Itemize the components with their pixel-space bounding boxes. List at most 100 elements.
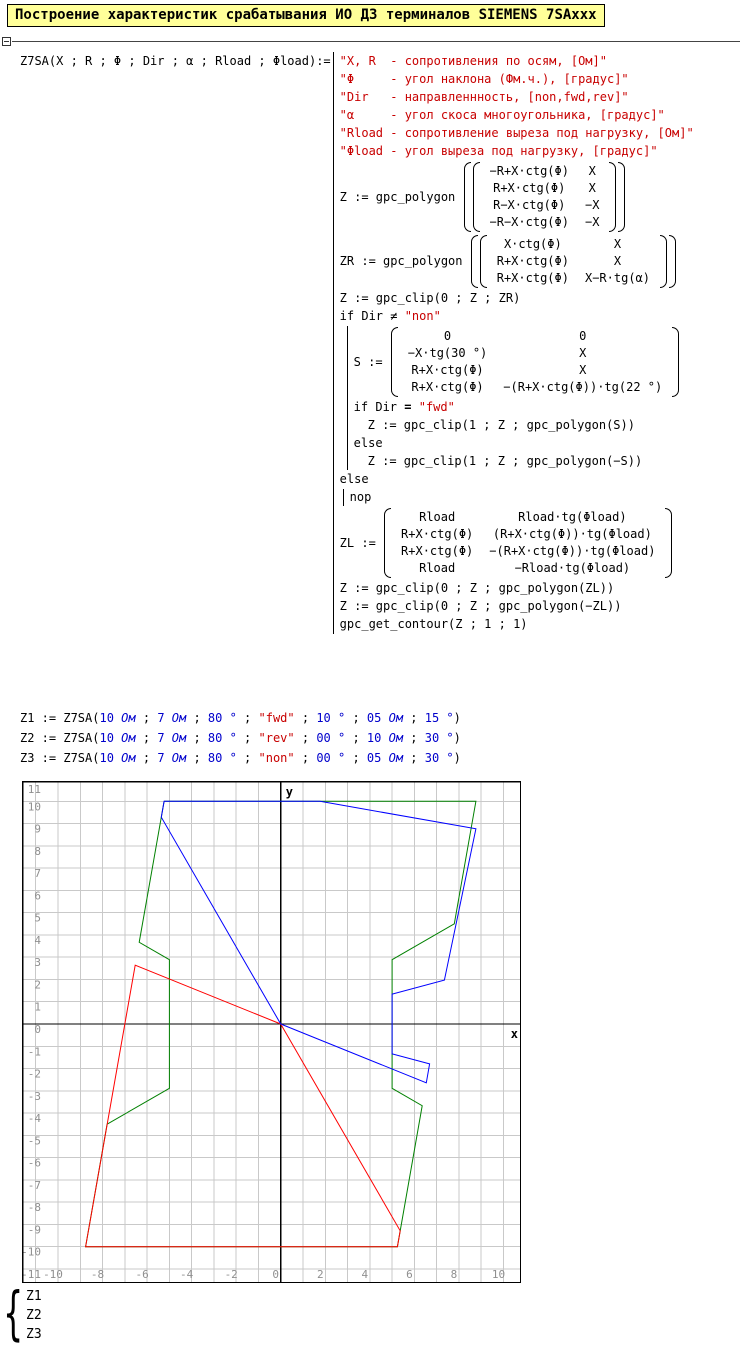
math-token: "X, R - сопротивления по осям, [Ом]" bbox=[339, 54, 607, 68]
math-token: "Dir - направленнность, [non,fwd,rev]" bbox=[339, 90, 629, 104]
program-line: ZR := gpc_polygon X·ctg(Φ) X R+X·ctg(Φ) X R+… bbox=[340, 234, 694, 289]
legend-item-Z3[interactable]: Z3 bbox=[26, 1327, 42, 1342]
matrix-cell: R+X·ctg(Φ) bbox=[496, 254, 569, 268]
impedance-plot-region[interactable]: -10 -8 -6 -4 -2 0 2 4 6 8 10 11 10 9 8 7 6 5 4 3 2 1 0 -1 -2 -3 -4… bbox=[21, 780, 522, 1284]
math-token: ; bbox=[345, 711, 367, 725]
math-token: ; bbox=[403, 751, 425, 765]
program-line: "Dir - направленнность, [non,fwd,rev]" bbox=[340, 89, 694, 106]
left-paren bbox=[463, 162, 471, 232]
math-token: Ом bbox=[171, 751, 187, 765]
left-paren bbox=[384, 508, 392, 578]
call-line-Z3[interactable]: Z3 := Z7SA(10 Ом ; 7 Ом ; 80 ° ; "non" ;… bbox=[20, 748, 461, 768]
x-tick-label: -2 bbox=[225, 1268, 238, 1281]
math-token: "non" bbox=[258, 751, 295, 765]
math-token: 80 ° bbox=[207, 751, 237, 765]
program-line: "Φ - угол наклона (Фм.ч.), [градус]" bbox=[340, 71, 694, 88]
legend-item-Z2[interactable]: Z2 bbox=[26, 1308, 42, 1323]
legend-item-Z1[interactable]: Z1 bbox=[26, 1289, 42, 1304]
math-token: Ом bbox=[121, 751, 136, 765]
math-token: 7 bbox=[157, 731, 172, 745]
program-line: "Rload - сопротивление выреза под нагруз… bbox=[340, 125, 694, 142]
matrix: X·ctg(Φ) X R+X·ctg(Φ) X R+X·ctg(Φ) X−R·tg(α) bbox=[487, 234, 660, 289]
math-token: Ом bbox=[121, 731, 136, 745]
program-line: "Φload - угол выреза под нагрузку, [град… bbox=[340, 143, 694, 160]
x-tick-label: 10 bbox=[492, 1268, 505, 1281]
plot-trace-legend: Z1 Z2 Z3 bbox=[26, 1287, 42, 1344]
y-tick-label: 1 bbox=[34, 1001, 41, 1014]
y-tick-label: 0 bbox=[34, 1023, 41, 1036]
x-axis-label: x bbox=[511, 1027, 518, 1041]
math-token: "fwd" bbox=[418, 400, 455, 414]
call-line-Z2[interactable]: Z2 := Z7SA(10 Ом ; 7 Ом ; 80 ° ; "rev" ;… bbox=[20, 728, 461, 748]
matrix-cell: X bbox=[579, 363, 587, 377]
matrix-cell: R+X·ctg(Φ) bbox=[411, 363, 484, 377]
math-token: Ом bbox=[171, 731, 187, 745]
math-token: 10 bbox=[99, 751, 122, 765]
program-line: if Dir ≠ "non" bbox=[340, 308, 694, 325]
matrix-cell: 0 bbox=[443, 329, 452, 343]
matrix-cell: (R+X·ctg(Φ))·tg(Φload) bbox=[492, 527, 652, 541]
matrix-cell: Rload·tg(Φload) bbox=[518, 510, 627, 524]
program-nested-block: S := 0 0 −X·tg(30 °) X R+X·ctg(Φ) X R+X·ctg(Φ)… bbox=[346, 326, 694, 470]
program-line: else bbox=[340, 471, 694, 488]
right-paren bbox=[665, 508, 673, 578]
math-token: Z := gpc_clip(0 ; Z ; gpc_polygon(ZL)) bbox=[339, 581, 615, 595]
left-paren bbox=[479, 235, 487, 288]
math-token: ; bbox=[345, 751, 367, 765]
matrix: Rload Rload·tg(Φload) R+X·ctg(Φ) (R+X·ctg(Φ… bbox=[391, 507, 665, 579]
matrix-cell: −X·tg(30 °) bbox=[407, 346, 488, 360]
worksheet-title[interactable]: Построение характеристик срабатывания ИО… bbox=[7, 4, 605, 27]
math-token: ZL := bbox=[339, 535, 384, 550]
matrix-cell: X bbox=[613, 237, 622, 251]
program-line: Z := gpc_polygon −R+X·ctg(Φ) X R+X·ctg(Φ) X… bbox=[340, 161, 694, 233]
x-tick-label: 4 bbox=[362, 1268, 369, 1281]
math-token: 05 bbox=[366, 751, 389, 765]
matrix-cell: Rload bbox=[419, 510, 456, 524]
math-token: ; bbox=[345, 731, 367, 745]
program-line: if Dir = "fwd" bbox=[354, 399, 694, 416]
matrix-cell: X bbox=[588, 164, 596, 178]
y-tick-label: -6 bbox=[28, 1157, 41, 1170]
matrix-cell: R+X·ctg(Φ) bbox=[401, 544, 474, 558]
collapse-area-icon[interactable] bbox=[2, 37, 11, 46]
math-token: "Φ - угол наклона (Фм.ч.), [градус]" bbox=[339, 72, 629, 86]
math-token: 10 bbox=[99, 731, 122, 745]
y-tick-label: -1 bbox=[28, 1045, 41, 1058]
x-tick-label: -6 bbox=[135, 1268, 148, 1281]
math-token: Z := gpc_clip(0 ; Z ; gpc_polygon(−ZL)) bbox=[339, 599, 622, 613]
math-token: ; bbox=[403, 731, 425, 745]
left-paren bbox=[470, 235, 478, 288]
function-definition-region[interactable]: Z7SA(X ; R ; Φ ; Dir ; α ; Rload ; Φload… bbox=[20, 52, 694, 634]
math-token: ; bbox=[236, 731, 259, 745]
math-token: ; bbox=[135, 751, 158, 765]
y-tick-label: 7 bbox=[34, 867, 41, 880]
program-line: Z := gpc_clip(0 ; Z ; ZR) bbox=[340, 290, 694, 307]
matrix-cell: −R−X·ctg(Φ) bbox=[489, 215, 569, 229]
trace-Z1 bbox=[160, 800, 477, 1084]
xy-plot[interactable]: -10 -8 -6 -4 -2 0 2 4 6 8 1011109876543210-1-2-3-4… bbox=[21, 780, 522, 1284]
matrix-cell: R+X·ctg(Φ) bbox=[411, 380, 484, 394]
math-token: ) bbox=[453, 711, 461, 725]
y-tick-label: -8 bbox=[28, 1201, 41, 1214]
math-token: if Dir ≠ bbox=[339, 309, 405, 323]
math-token: 10 bbox=[99, 711, 122, 725]
math-token: 7 bbox=[157, 711, 172, 725]
function-calls-region: Z1 := Z7SA(10 Ом ; 7 Ом ; 80 ° ; "fwd" ;… bbox=[20, 708, 461, 768]
matrix-cell: −X bbox=[584, 198, 600, 212]
math-token: Z1 := Z7SA( bbox=[20, 711, 100, 725]
math-token: 7 bbox=[157, 751, 172, 765]
math-token: "α - угол скоса многоугольника, [градус]… bbox=[339, 108, 665, 122]
math-token: gpc_get_contour(Z ; 1 ; 1) bbox=[339, 617, 528, 631]
call-line-Z1[interactable]: Z1 := Z7SA(10 Ом ; 7 Ом ; 80 ° ; "fwd" ;… bbox=[20, 708, 461, 728]
math-token: Z := gpc_clip(1 ; Z ; gpc_polygon(−S)) bbox=[367, 454, 643, 468]
math-token: ; bbox=[294, 751, 317, 765]
math-token: "Rload - сопротивление выреза под нагруз… bbox=[339, 126, 694, 140]
function-signature: Z7SA(X ; R ; Φ ; Dir ; α ; Rload ; Φload… bbox=[20, 54, 331, 68]
matrix-cell: X bbox=[579, 346, 587, 360]
matrix-cell: −(R+X·ctg(Φ))·tg(Φload) bbox=[489, 544, 656, 558]
matrix-cell: R+X·ctg(Φ) bbox=[493, 181, 566, 195]
math-token: Z := gpc_clip(0 ; Z ; ZR) bbox=[339, 291, 521, 305]
matrix-cell: R+X·ctg(Φ) bbox=[401, 527, 474, 541]
x-tick-label: -8 bbox=[91, 1268, 104, 1281]
